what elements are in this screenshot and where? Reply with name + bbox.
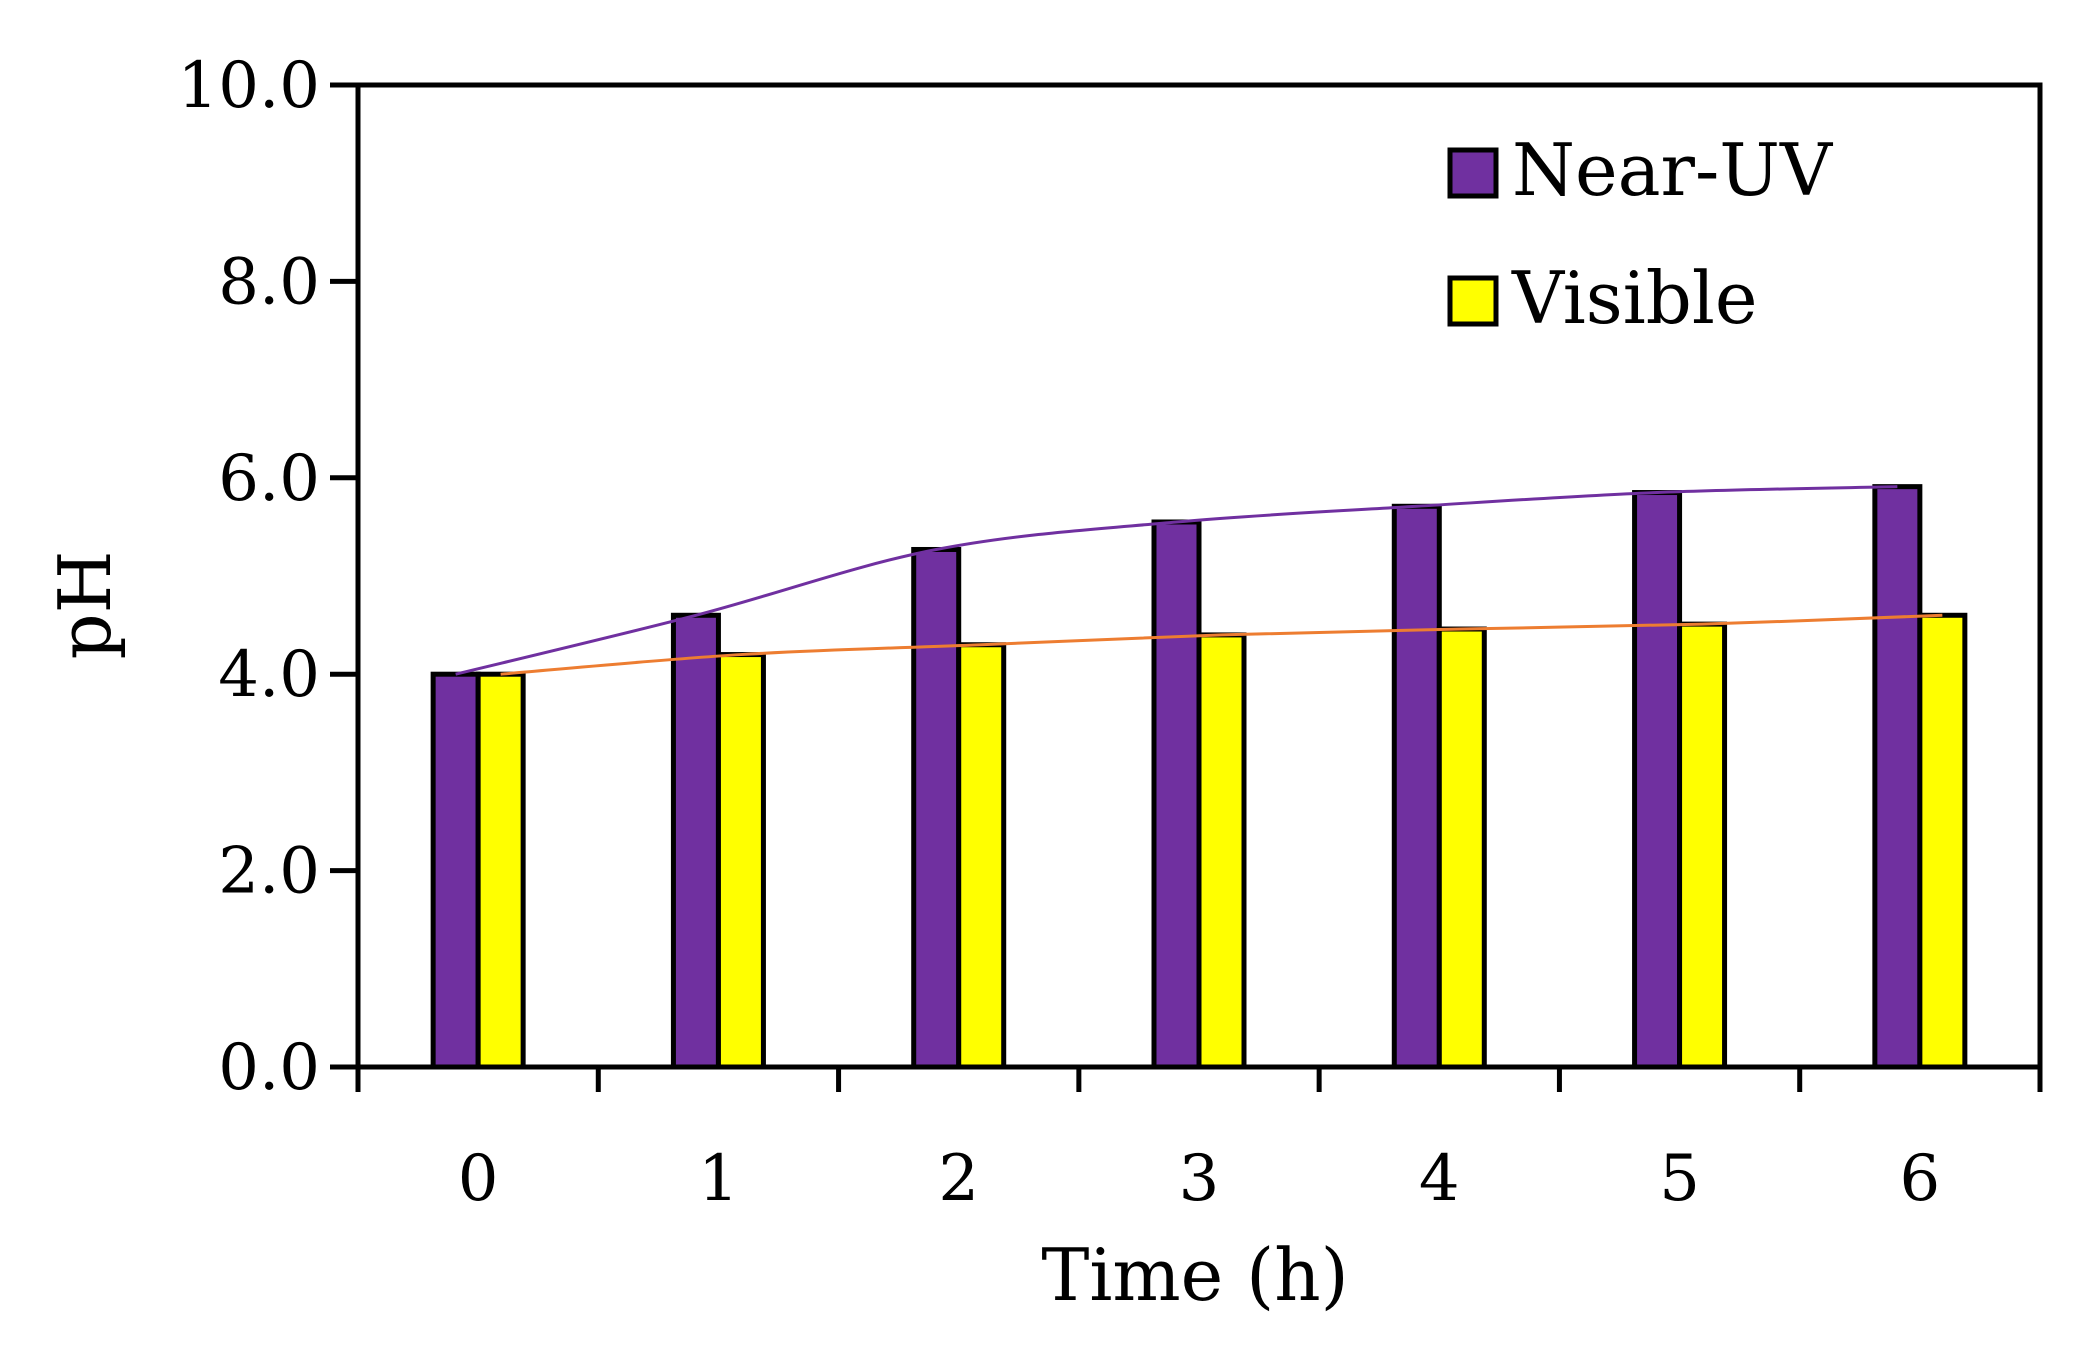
- legend: Near-UV Visible: [1447, 128, 1834, 340]
- bar-visible-0: [475, 671, 526, 1070]
- bar-near-uv-0: [430, 671, 481, 1070]
- bar-visible-4: [1436, 626, 1487, 1070]
- y-tick-label: 6.0: [218, 442, 320, 516]
- y-tick-label: 0.0: [218, 1031, 320, 1105]
- legend-label-visible: Visible: [1511, 256, 1757, 340]
- y-tick-label: 8.0: [218, 245, 320, 319]
- bar-near-uv-6: [1872, 484, 1923, 1070]
- legend-swatch-visible: [1447, 275, 1499, 327]
- bar-visible-2: [956, 642, 1007, 1070]
- x-tick-label: 5: [1659, 1142, 1700, 1216]
- bar-near-uv-3: [1151, 519, 1202, 1070]
- x-tick-label: 3: [1179, 1142, 1220, 1216]
- trend-line-visible: [500, 613, 1943, 676]
- trend-line-near-uv: [455, 485, 1898, 676]
- y-axis-title: pH: [43, 551, 127, 660]
- legend-label-near-uv: Near-UV: [1512, 128, 1834, 212]
- bar-near-uv-5: [1632, 490, 1683, 1070]
- bar-near-uv-4: [1391, 503, 1442, 1070]
- y-tick-label: 4.0: [218, 638, 320, 712]
- bar-visible-6: [1917, 612, 1968, 1070]
- x-axis-title: Time (h): [1041, 1233, 1348, 1317]
- bar-near-uv-1: [670, 612, 721, 1070]
- y-tick-label: 10.0: [178, 49, 321, 123]
- x-tick-label: 0: [458, 1142, 499, 1216]
- bars-group: [430, 484, 1968, 1070]
- bar-near-uv-2: [911, 546, 962, 1070]
- x-tick-label: 1: [698, 1142, 739, 1216]
- x-tick-label: 6: [1899, 1142, 1940, 1216]
- bar-visible-3: [1196, 632, 1247, 1070]
- x-tick-label: 4: [1419, 1142, 1460, 1216]
- trend-lines-group: [455, 485, 1943, 676]
- bar-visible-5: [1677, 621, 1728, 1070]
- bar-visible-1: [715, 652, 766, 1070]
- legend-swatch-near-uv: [1447, 147, 1499, 199]
- axes-group: 0.0 2.0 4.0 6.0 8.0 10.0 0 1 2 3 4 5 6: [178, 49, 2043, 1216]
- y-tick-label: 2.0: [218, 835, 320, 909]
- x-tick-label: 2: [938, 1142, 979, 1216]
